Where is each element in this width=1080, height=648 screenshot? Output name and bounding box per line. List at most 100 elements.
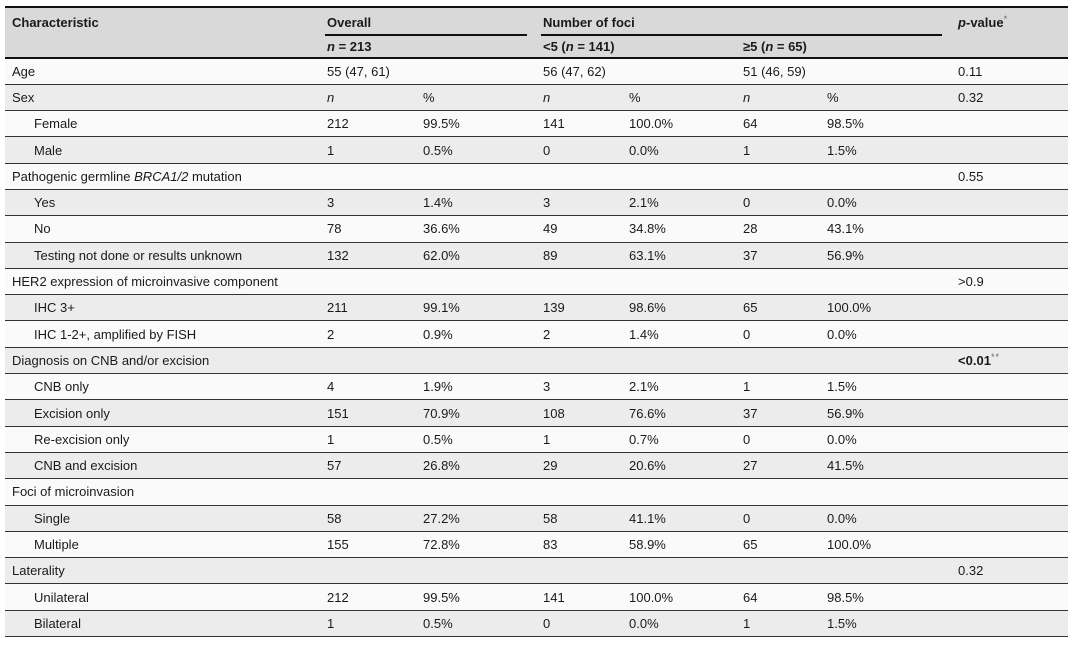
cell-ge5-pct: 98.5% bbox=[825, 110, 951, 138]
cell-lt5-pct: 1.4% bbox=[627, 320, 741, 348]
cell-overall-pct: 99.5% bbox=[421, 583, 541, 611]
table-row: Single 58 27.2% 58 41.1% 0 0.0% bbox=[5, 505, 1069, 532]
text-segment: >0.9 bbox=[958, 274, 984, 290]
cell-ge5-pct: 98.5% bbox=[825, 583, 951, 611]
cell-ge5-pct: 100.0% bbox=[825, 294, 951, 322]
cell-lt5-pct: 98.6% bbox=[627, 294, 741, 322]
cell-lt5-pct bbox=[627, 347, 741, 375]
cell-overall-pct: 99.5% bbox=[421, 110, 541, 138]
cell-lt5-n: 1 bbox=[541, 426, 627, 453]
cell-ge5-pct bbox=[825, 58, 951, 85]
footnote-marker: * bbox=[1003, 14, 1009, 24]
cell-lt5-pct: 2.1% bbox=[627, 189, 741, 217]
cell-lt5-n: 3 bbox=[541, 373, 627, 401]
row-label: Laterality bbox=[5, 557, 325, 585]
cell-overall-n: 78 bbox=[325, 215, 421, 243]
table-row: Excision only 151 70.9% 108 76.6% 37 56.9% bbox=[5, 399, 1069, 427]
cell-lt5-pct: 0.7% bbox=[627, 426, 741, 453]
cell-ge5-pct: % bbox=[825, 84, 951, 112]
cell-overall-n bbox=[325, 347, 421, 375]
cell-lt5-n: n bbox=[541, 84, 627, 112]
text-segment: n bbox=[327, 39, 335, 54]
cell-p-value bbox=[950, 215, 1069, 243]
table-row: Unilateral 212 99.5% 141 100.0% 64 98.5% bbox=[5, 583, 1069, 611]
cell-lt5-n: 83 bbox=[541, 531, 627, 559]
cell-lt5-pct: 34.8% bbox=[627, 215, 741, 243]
row-label: Re-excision only bbox=[5, 426, 325, 453]
cell-lt5-pct: 0.0% bbox=[627, 610, 741, 638]
cell-lt5-n bbox=[541, 268, 627, 296]
cell-overall-pct: 70.9% bbox=[421, 399, 541, 427]
cell-ge5-n: 0 bbox=[741, 426, 825, 453]
cell-overall-n: 212 bbox=[325, 110, 421, 138]
cell-overall-pct: 1.9% bbox=[421, 373, 541, 401]
text-segment: <5 ( bbox=[543, 39, 566, 54]
table-row: Foci of microinvasion bbox=[5, 478, 1069, 506]
cell-p-value bbox=[950, 583, 1069, 611]
row-label: Diagnosis on CNB and/or excision bbox=[5, 347, 325, 375]
cell-lt5-pct: 2.1% bbox=[627, 373, 741, 401]
text-segment: = 213 bbox=[334, 39, 372, 54]
row-label: Multiple bbox=[5, 531, 325, 559]
cell-p-value bbox=[950, 610, 1069, 638]
cell-lt5-pct: 100.0% bbox=[627, 583, 741, 611]
cell-p-value bbox=[950, 399, 1069, 427]
table-row: Multiple 155 72.8% 83 58.9% 65 100.0% bbox=[5, 531, 1069, 559]
cell-overall-pct: 0.5% bbox=[421, 136, 541, 164]
cell-overall-n bbox=[325, 268, 421, 296]
cell-lt5-pct: 20.6% bbox=[627, 452, 741, 480]
cell-ge5-n: 65 bbox=[741, 294, 825, 322]
header-foci-label: Number of foci bbox=[543, 14, 635, 30]
cell-ge5-pct: 41.5% bbox=[825, 452, 951, 480]
text-segment: mutation bbox=[188, 168, 242, 184]
cell-lt5-n bbox=[541, 163, 627, 190]
row-label: Age bbox=[5, 58, 325, 85]
row-label: Testing not done or results unknown bbox=[5, 242, 325, 269]
text-segment: 0.11 bbox=[958, 63, 983, 79]
cell-ge5-n: 0 bbox=[741, 320, 825, 348]
cell-ge5-pct: 0.0% bbox=[825, 426, 951, 453]
row-label: Bilateral bbox=[5, 610, 325, 638]
cell-p-value: 0.32 bbox=[950, 84, 1069, 112]
text-segment: = 141) bbox=[573, 39, 615, 54]
text-segment: BRCA1/2 bbox=[134, 168, 189, 184]
text-segment: n bbox=[743, 89, 751, 105]
cell-ge5-pct: 1.5% bbox=[825, 136, 951, 164]
cell-p-value bbox=[950, 242, 1069, 269]
row-label: Excision only bbox=[5, 399, 325, 427]
table-body: Age 55 (47, 61) 56 (47, 62) 51 (46, 59) 0.11… bbox=[5, 58, 1069, 638]
table-header: Characteristic Overall Number of foci p-… bbox=[5, 7, 1069, 59]
cell-overall-pct bbox=[421, 557, 541, 585]
cell-ge5-n: 1 bbox=[741, 136, 825, 164]
cell-ge5-n bbox=[741, 347, 825, 375]
text-segment: n bbox=[327, 89, 335, 105]
cell-lt5-pct bbox=[627, 557, 741, 585]
cell-p-value bbox=[950, 531, 1069, 559]
cell-ge5-n: 1 bbox=[741, 373, 825, 401]
cell-lt5-pct bbox=[627, 478, 741, 506]
cell-overall-pct: 0.9% bbox=[421, 320, 541, 348]
cell-overall-pct: 1.4% bbox=[421, 189, 541, 217]
cell-lt5-pct bbox=[627, 163, 741, 190]
cell-lt5-n bbox=[541, 478, 627, 506]
cell-ge5-pct bbox=[825, 557, 951, 585]
row-label: IHC 1-2+, amplified by FISH bbox=[5, 320, 325, 348]
cell-ge5-pct bbox=[825, 268, 951, 296]
header-characteristic: Characteristic bbox=[5, 7, 325, 59]
header-overall-n: n = 213 bbox=[325, 36, 541, 59]
cell-ge5-n bbox=[741, 557, 825, 585]
row-label: Yes bbox=[5, 189, 325, 217]
text-segment: n bbox=[765, 39, 774, 54]
text-segment: <0.01 bbox=[958, 352, 991, 368]
row-label: Foci of microinvasion bbox=[5, 478, 325, 506]
table-row: Testing not done or results unknown 132 62… bbox=[5, 242, 1069, 269]
cell-lt5-n: 0 bbox=[541, 610, 627, 638]
table-row: IHC 1-2+, amplified by FISH 2 0.9% 2 1.4% 0 0.… bbox=[5, 320, 1069, 348]
cell-lt5-pct: 76.6% bbox=[627, 399, 741, 427]
cell-ge5-pct bbox=[825, 347, 951, 375]
cell-overall-n bbox=[325, 163, 421, 190]
cell-lt5-n: 139 bbox=[541, 294, 627, 322]
cell-p-value: 0.55 bbox=[950, 163, 1069, 190]
cell-overall-n: 151 bbox=[325, 399, 421, 427]
cell-overall-pct bbox=[421, 347, 541, 375]
